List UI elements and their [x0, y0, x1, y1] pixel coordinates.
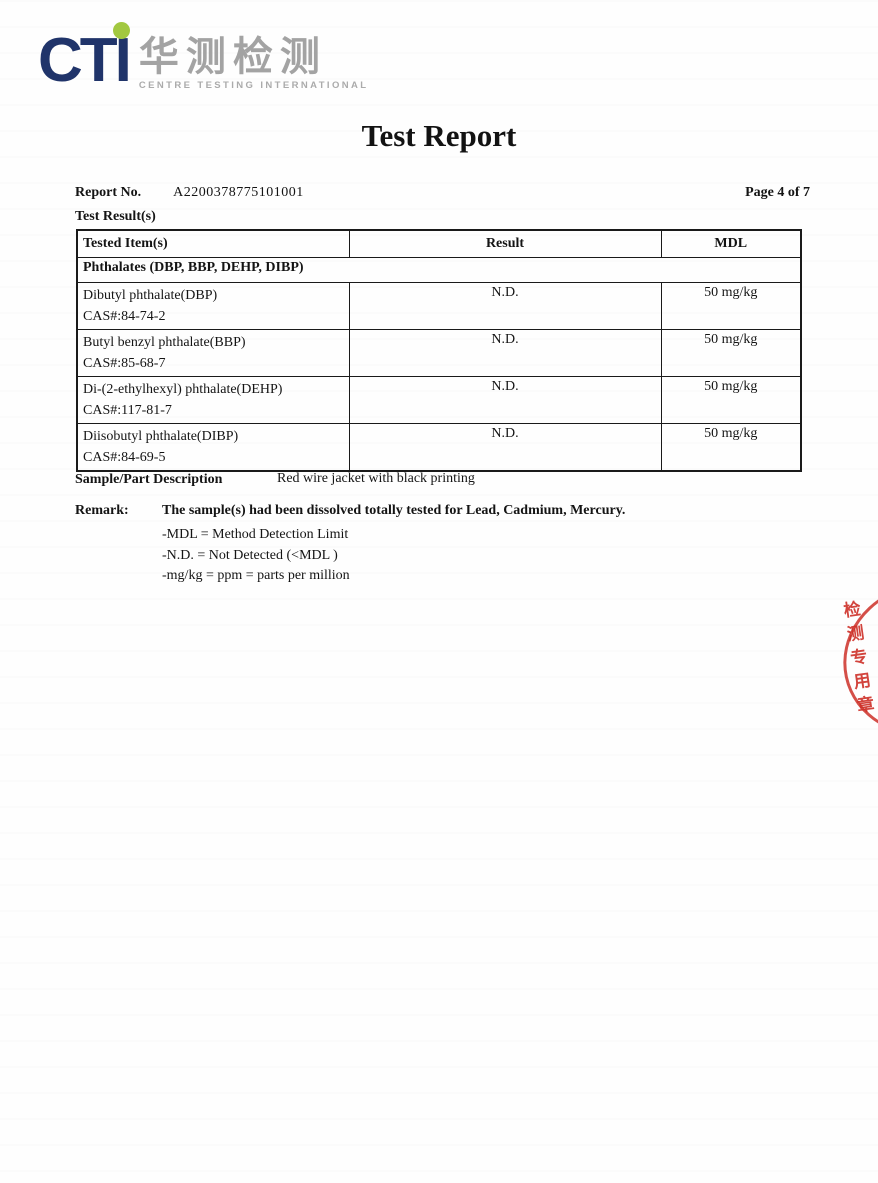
report-number-group: Report No. A2200378775101001 [75, 185, 304, 201]
col-header-result: Result [348, 229, 662, 258]
table-group-row: Phthalates (DBP, BBP, DEHP, DIBP) [76, 256, 802, 283]
test-results-table: Tested Item(s) Result MDL Phthalates (DB… [76, 229, 802, 472]
tested-item-cas: CAS#:117-81-7 [83, 402, 172, 418]
mdl-value: 50 mg/kg [660, 375, 802, 424]
cti-logo-names: 华测检测 CENTRE TESTING INTERNATIONAL [139, 37, 369, 92]
remark-label: Remark: [75, 503, 129, 518]
col-header-mdl: MDL [660, 229, 802, 258]
sample-description-label: Sample/Part Description [75, 472, 223, 487]
cti-logo-acronym-wrap: CTI [38, 22, 132, 92]
result-value: N.D. [348, 328, 662, 377]
tested-item-cas: CAS#:84-74-2 [83, 308, 166, 324]
cti-logo-text: CTI [38, 26, 132, 95]
group-header-phthalates: Phthalates (DBP, BBP, DEHP, DIBP) [76, 256, 802, 283]
tested-item-cas: CAS#:85-68-7 [83, 355, 166, 371]
report-no-value: A2200378775101001 [173, 185, 304, 200]
page-title: Test Report [361, 118, 517, 153]
tested-item-name: Dibutyl phthalate(DBP) [83, 287, 218, 303]
table-row: Diisobutyl phthalate(DIBP) CAS#:84-69-5 … [76, 422, 802, 471]
table-row: Di-(2-ethylhexyl) phthalate(DEHP) CAS#:1… [76, 375, 802, 424]
tested-item-name: Di-(2-ethylhexyl) phthalate(DEHP) [83, 381, 283, 397]
tested-item-cell: Diisobutyl phthalate(DIBP) CAS#:84-69-5 [76, 422, 350, 471]
tested-item-cell: Dibutyl phthalate(DBP) CAS#:84-74-2 [76, 281, 350, 330]
remark-main-line: The sample(s) had been dissolved totally… [162, 503, 626, 518]
test-results-section-label: Test Result(s) [75, 209, 156, 224]
remark-bullet-nd: -N.D. = Not Detected (<MDL ) [162, 547, 338, 563]
mdl-value: 50 mg/kg [660, 328, 802, 377]
table-row: Butyl benzyl phthalate(BBP) CAS#:85-68-7… [76, 328, 802, 377]
tested-item-cas: CAS#:84-69-5 [83, 449, 166, 465]
result-value: N.D. [348, 281, 662, 330]
cti-logo-green-dot-icon [112, 22, 130, 39]
report-meta-row: Report No. A2200378775101001 Page 4 of 7 [75, 185, 810, 201]
sample-description-value: Red wire jacket with black printing [277, 471, 475, 486]
tested-item-name: Butyl benzyl phthalate(BBP) [83, 334, 246, 350]
result-value: N.D. [348, 422, 662, 471]
result-value: N.D. [348, 375, 662, 424]
cti-logo: CTI 华测检测 CENTRE TESTING INTERNATIONAL [38, 22, 369, 92]
remark-body: The sample(s) had been dissolved totally… [162, 503, 625, 587]
remark-bullet-mgkg: -mg/kg = ppm = parts per million [162, 568, 350, 583]
tested-item-name: Diisobutyl phthalate(DIBP) [83, 428, 239, 444]
table-header-row: Tested Item(s) Result MDL [76, 229, 802, 258]
remark-bullet-mdl: -MDL = Method Detection Limit [162, 527, 349, 542]
report-no-label: Report No. [75, 185, 142, 200]
col-header-tested-items: Tested Item(s) [76, 229, 350, 258]
sample-description-row: Sample/Part Description Red wire jacket … [75, 471, 475, 488]
table-row: Dibutyl phthalate(DBP) CAS#:84-74-2 N.D.… [76, 281, 802, 330]
page-indicator: Page 4 of 7 [745, 185, 810, 200]
mdl-value: 50 mg/kg [660, 422, 802, 471]
cti-logo-chinese-name: 华测检测 [138, 34, 327, 79]
tested-item-cell: Butyl benzyl phthalate(BBP) CAS#:85-68-7 [76, 328, 350, 377]
tested-item-cell: Di-(2-ethylhexyl) phthalate(DEHP) CAS#:1… [76, 375, 350, 424]
cti-logo-subtitle: CENTRE TESTING INTERNATIONAL [138, 80, 369, 91]
mdl-value: 50 mg/kg [660, 281, 802, 330]
